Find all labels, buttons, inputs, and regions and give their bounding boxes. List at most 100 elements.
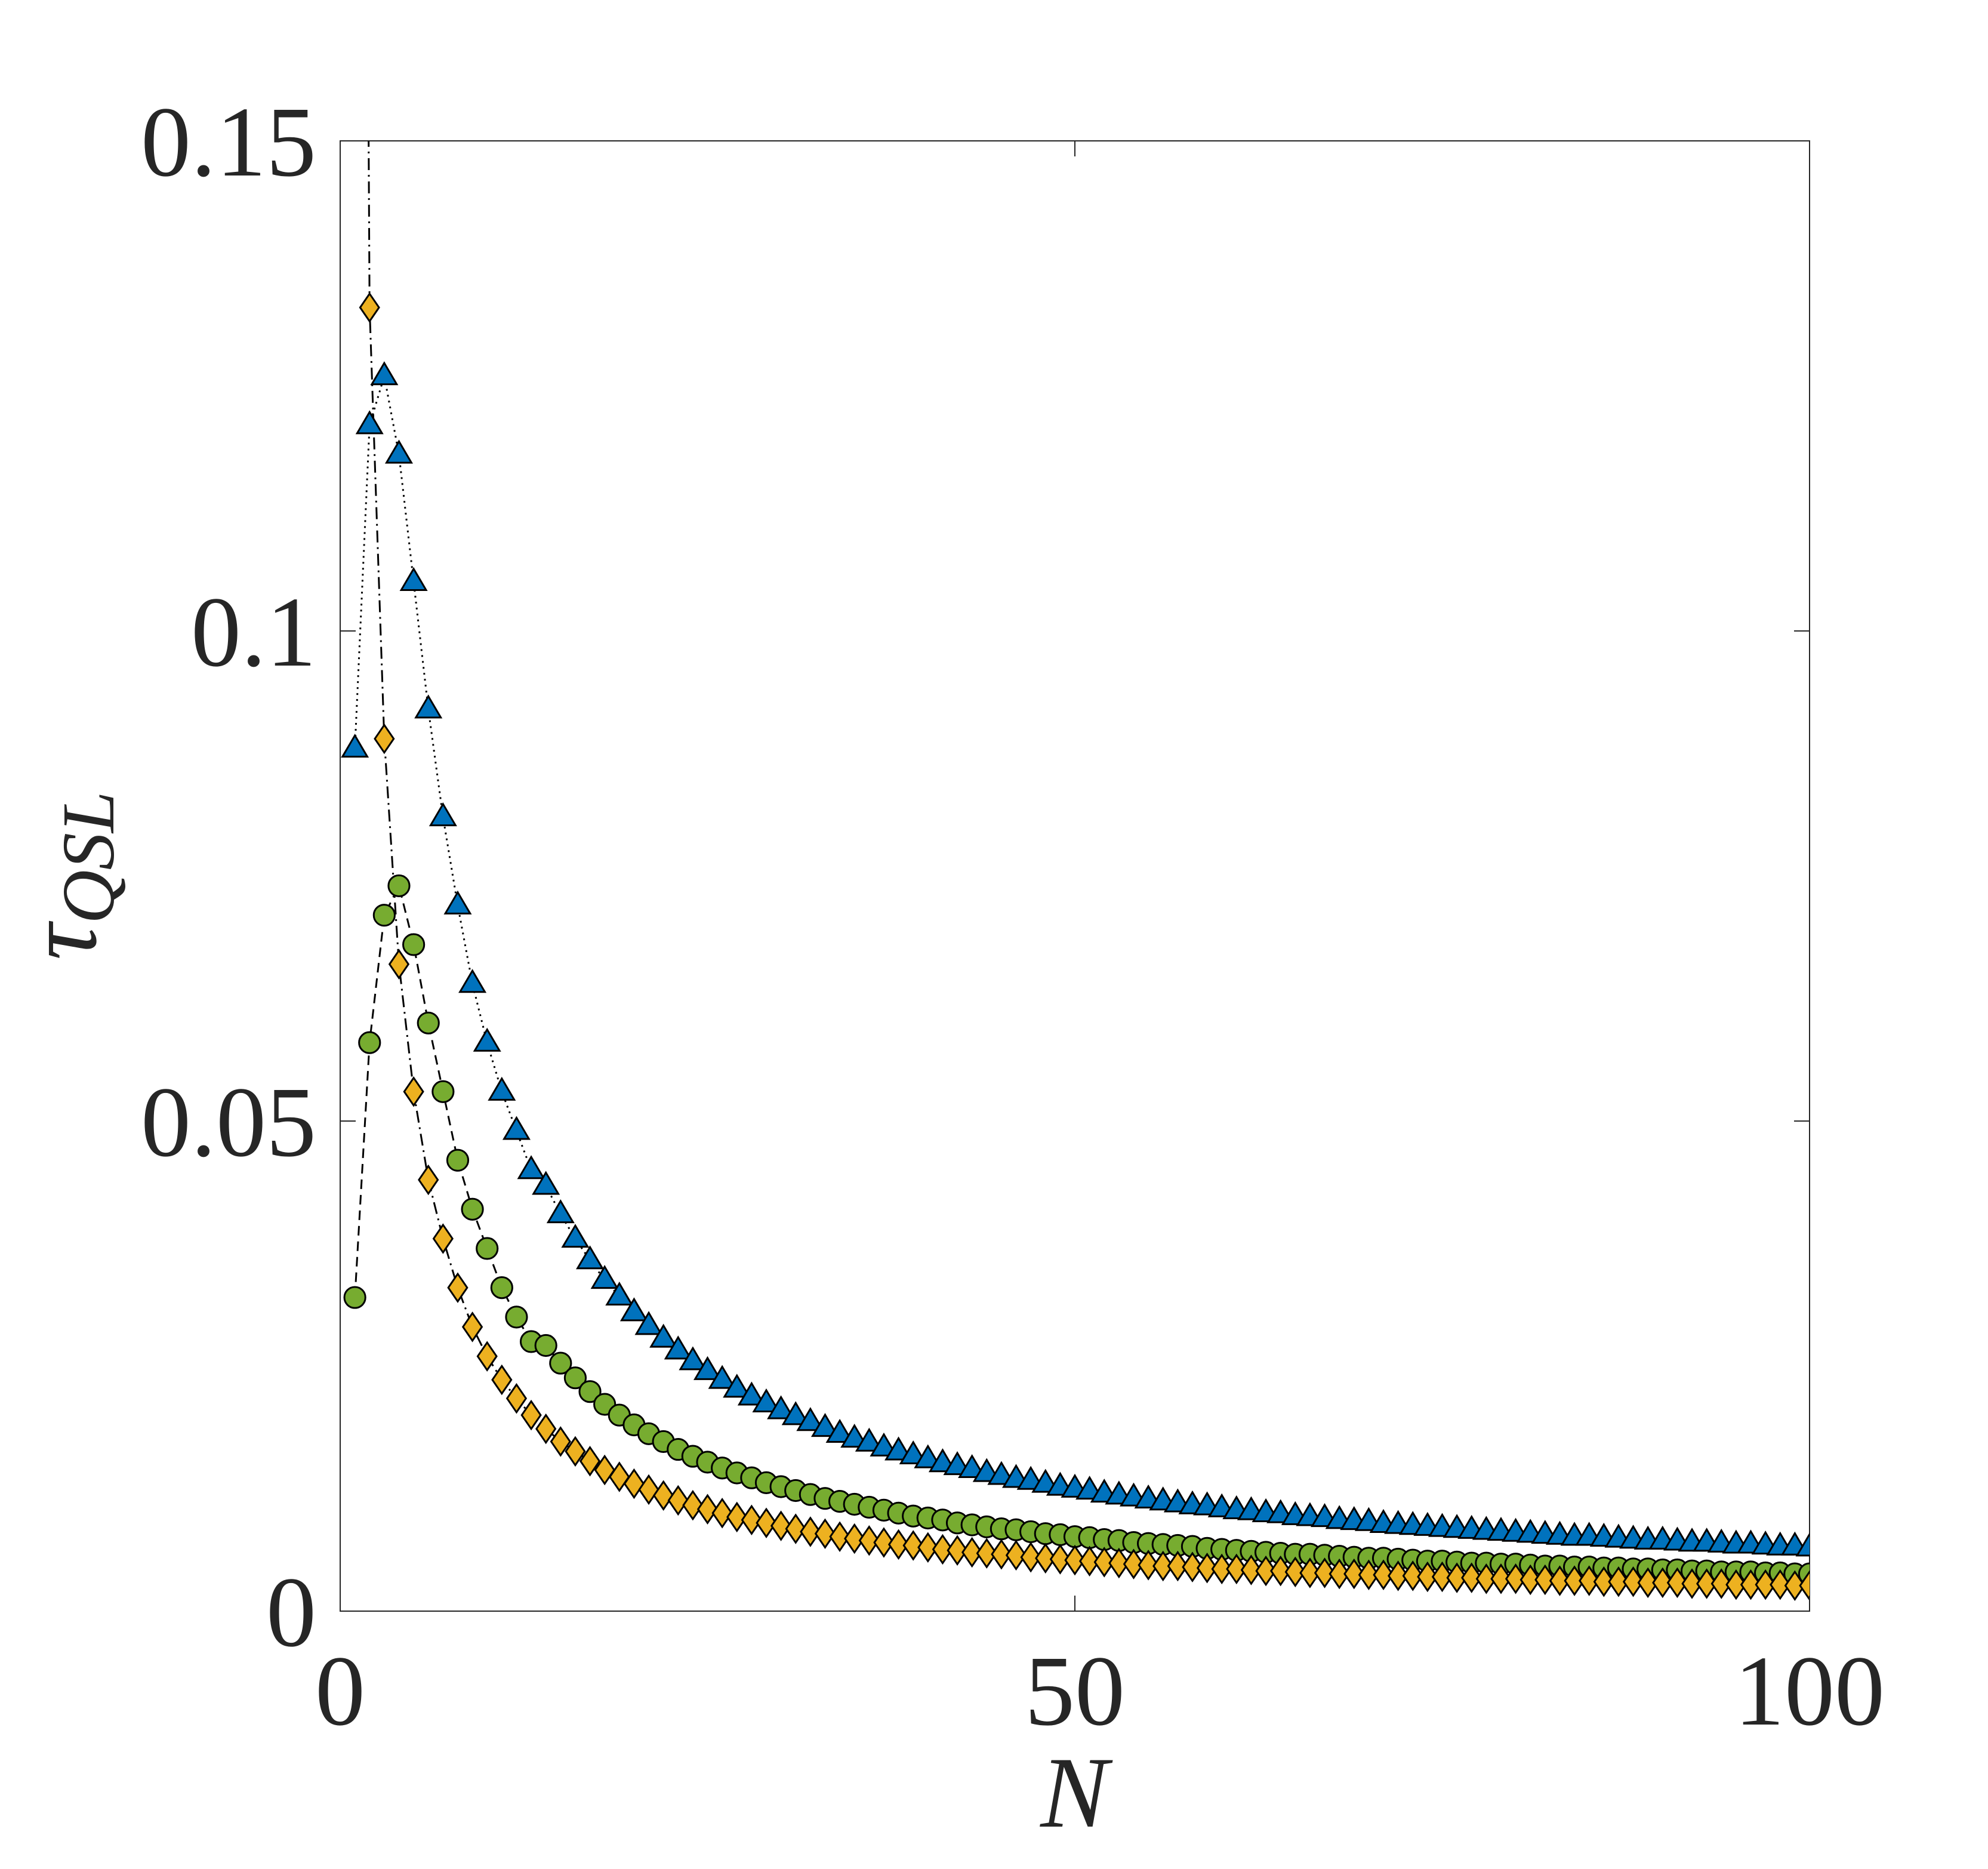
marker-point <box>358 1031 381 1054</box>
marker-point <box>737 1381 766 1406</box>
marker-point <box>1108 1547 1130 1579</box>
marker-point <box>590 1265 619 1289</box>
axes-box <box>340 140 1810 1612</box>
y-axis-label-subscript: QSL <box>48 791 130 923</box>
marker-point <box>634 1311 663 1335</box>
marker-point <box>914 1444 942 1468</box>
marker-point <box>708 1365 736 1389</box>
marker-point <box>418 1164 439 1196</box>
marker-point <box>520 1399 542 1431</box>
marker-point <box>902 1530 924 1561</box>
marker-point <box>1593 1566 1614 1597</box>
marker-point <box>532 1171 560 1195</box>
marker-point <box>374 723 395 755</box>
marker-point <box>1167 1550 1188 1582</box>
marker-point <box>796 1407 825 1431</box>
marker-point <box>696 1494 719 1525</box>
marker-point <box>443 890 472 915</box>
marker-point <box>1387 1560 1409 1591</box>
marker-point <box>1049 1544 1071 1575</box>
marker-point <box>1343 1558 1365 1590</box>
marker-point <box>693 1356 722 1380</box>
y-tick-label: 0 <box>266 1557 316 1668</box>
marker-point <box>461 1311 483 1343</box>
marker-point <box>917 1532 939 1563</box>
marker-point <box>1255 1555 1277 1587</box>
marker-point <box>756 1507 777 1538</box>
marker-point <box>884 1436 913 1461</box>
marker-point <box>1093 1547 1115 1578</box>
x-axis-label: N <box>1039 1736 1113 1849</box>
marker-point <box>1519 1564 1541 1596</box>
marker-point <box>355 410 384 435</box>
marker-point <box>887 1529 910 1560</box>
marker-point <box>1784 1570 1806 1602</box>
marker-point <box>664 1335 692 1360</box>
marker-point <box>1490 1563 1512 1594</box>
marker-point <box>341 734 369 758</box>
marker-point <box>429 802 457 827</box>
marker-point <box>1284 1556 1306 1588</box>
marker-point <box>1211 1553 1232 1585</box>
marker-point <box>387 874 411 898</box>
marker-point <box>667 1485 689 1516</box>
marker-point <box>752 1388 781 1413</box>
marker-point <box>1652 1567 1673 1599</box>
marker-point <box>578 1380 602 1403</box>
marker-point <box>402 933 426 956</box>
marker-point <box>991 1539 1012 1570</box>
marker-point <box>958 1454 987 1479</box>
marker-point <box>1152 1550 1174 1582</box>
marker-point <box>1358 1559 1380 1590</box>
marker-point <box>829 1521 850 1552</box>
marker-point <box>1240 1554 1262 1585</box>
marker-point <box>594 1454 615 1486</box>
marker-point <box>810 1412 839 1437</box>
marker-point <box>549 1351 572 1375</box>
marker-point <box>1795 1532 1810 1557</box>
marker-point <box>1740 1569 1762 1600</box>
y-axis-label-symbol: τ <box>5 921 118 960</box>
marker-point <box>741 1504 763 1536</box>
marker-point <box>649 1323 678 1348</box>
marker-point <box>1446 1562 1468 1593</box>
marker-point <box>873 1527 895 1558</box>
marker-point <box>1564 1565 1585 1596</box>
marker-point <box>1299 1557 1321 1588</box>
marker-point <box>638 1474 659 1505</box>
marker-point <box>1196 1552 1218 1584</box>
marker-point <box>473 1027 501 1052</box>
marker-point <box>576 1245 605 1270</box>
marker-point <box>840 1424 869 1448</box>
marker-point <box>1534 1564 1556 1596</box>
marker-point <box>1475 1563 1497 1594</box>
marker-point <box>947 1535 968 1566</box>
marker-point <box>767 1395 796 1420</box>
y-tick-label: 0.1 <box>191 577 316 688</box>
marker-point <box>858 1525 880 1556</box>
marker-point <box>781 1401 810 1425</box>
marker-point <box>517 1155 545 1180</box>
marker-point <box>1725 1569 1747 1600</box>
marker-point <box>1710 1568 1732 1599</box>
marker-point <box>535 1413 557 1445</box>
y-axis-label: τQSL <box>5 791 130 960</box>
marker-point <box>932 1534 954 1565</box>
marker-point <box>1696 1568 1718 1599</box>
marker-point <box>1637 1567 1659 1599</box>
marker-point <box>447 1272 469 1303</box>
y-tick-label: 0.05 <box>141 1067 316 1178</box>
marker-point <box>1681 1568 1703 1599</box>
marker-point <box>1549 1565 1571 1596</box>
marker-point <box>1799 1570 1810 1602</box>
marker-point <box>785 1513 806 1544</box>
marker-point <box>825 1418 854 1443</box>
marker-point <box>652 1480 674 1511</box>
marker-point <box>565 1436 586 1467</box>
marker-point <box>505 1305 528 1329</box>
marker-point <box>1078 1545 1101 1577</box>
marker-point <box>770 1510 792 1541</box>
marker-point <box>1608 1566 1629 1597</box>
marker-point <box>844 1523 865 1554</box>
